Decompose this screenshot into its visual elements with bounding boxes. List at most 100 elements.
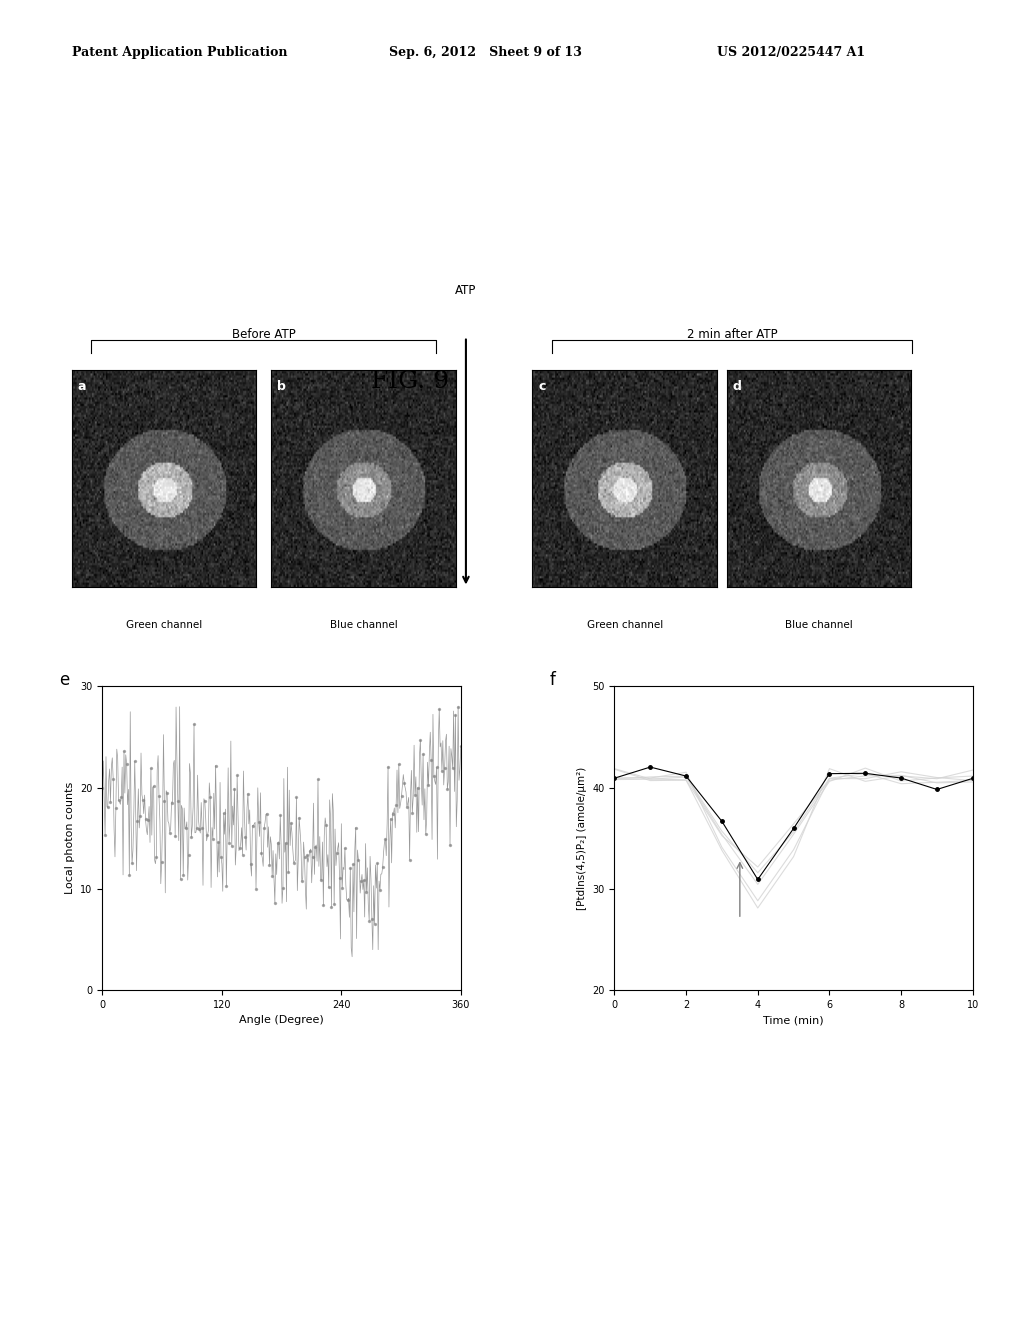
- Point: [447, 704, 464, 725]
- Point: [167, 826, 183, 847]
- Text: d: d: [732, 380, 741, 393]
- Point: [261, 854, 278, 875]
- Point: [367, 913, 383, 935]
- Point: [369, 853, 385, 874]
- Point: [337, 837, 353, 858]
- Point: [180, 845, 197, 866]
- Point: [119, 754, 135, 775]
- Point: [134, 789, 151, 810]
- Text: e: e: [59, 671, 70, 689]
- Point: [274, 878, 291, 899]
- Point: [398, 796, 415, 817]
- Point: [194, 817, 210, 838]
- Point: [353, 871, 370, 892]
- Point: [375, 857, 391, 878]
- Point: [205, 828, 221, 849]
- Point: [140, 809, 157, 830]
- Text: b: b: [276, 380, 286, 393]
- X-axis label: Angle (Degree): Angle (Degree): [240, 1015, 324, 1026]
- Point: [234, 843, 251, 865]
- Point: [423, 750, 439, 771]
- Point: [159, 783, 175, 804]
- Point: [326, 894, 342, 915]
- Point: [142, 758, 159, 779]
- Point: [310, 768, 327, 789]
- Point: [453, 735, 469, 756]
- Y-axis label: [PtdIns(4,5)P₂] (amole/μm²): [PtdIns(4,5)P₂] (amole/μm²): [577, 767, 587, 909]
- Text: FIG. 9: FIG. 9: [371, 370, 449, 392]
- Point: [380, 756, 396, 777]
- Point: [415, 743, 431, 764]
- Point: [269, 833, 286, 854]
- Point: [324, 896, 340, 917]
- Text: ATP: ATP: [456, 284, 476, 297]
- Text: Sep. 6, 2012   Sheet 9 of 13: Sep. 6, 2012 Sheet 9 of 13: [389, 46, 582, 59]
- Point: [345, 854, 361, 875]
- Point: [102, 791, 119, 812]
- Point: [361, 909, 378, 931]
- Point: [108, 797, 124, 818]
- Point: [213, 846, 229, 867]
- Point: [259, 803, 275, 824]
- Point: [302, 840, 318, 861]
- Point: [223, 836, 240, 857]
- Point: [329, 842, 345, 863]
- Point: [127, 751, 143, 772]
- Point: [151, 785, 167, 807]
- Point: [294, 871, 310, 892]
- Point: [240, 783, 256, 804]
- Point: [413, 730, 429, 751]
- Point: [121, 865, 137, 886]
- Text: Green channel: Green channel: [587, 620, 663, 631]
- Point: [111, 789, 127, 810]
- Point: [248, 878, 264, 899]
- Point: [137, 809, 154, 830]
- Point: [178, 817, 195, 838]
- Text: Before ATP: Before ATP: [231, 329, 296, 342]
- Point: [266, 892, 283, 913]
- Point: [231, 838, 248, 859]
- Point: [185, 714, 202, 735]
- Point: [237, 826, 253, 847]
- Point: [347, 817, 364, 838]
- Point: [315, 895, 332, 916]
- Point: [312, 870, 329, 891]
- Point: [304, 847, 321, 869]
- Point: [132, 805, 148, 826]
- Point: [215, 803, 231, 824]
- Point: [157, 791, 173, 812]
- Point: [407, 784, 423, 805]
- Text: c: c: [538, 380, 546, 393]
- Point: [272, 805, 289, 826]
- Text: Blue channel: Blue channel: [785, 620, 853, 631]
- Point: [317, 814, 334, 836]
- Point: [334, 878, 350, 899]
- X-axis label: Time (min): Time (min): [763, 1015, 824, 1026]
- Point: [286, 853, 302, 874]
- Point: [291, 807, 307, 828]
- Point: [385, 803, 401, 824]
- Point: [172, 869, 188, 890]
- Point: [401, 849, 418, 870]
- Point: [307, 837, 324, 858]
- Point: [229, 764, 246, 785]
- Point: [256, 817, 272, 838]
- Point: [426, 766, 442, 787]
- Text: Blue channel: Blue channel: [330, 620, 397, 631]
- Point: [105, 768, 122, 789]
- Point: [94, 777, 111, 799]
- Point: [358, 882, 375, 903]
- Point: [342, 857, 358, 878]
- Point: [191, 818, 208, 840]
- Text: a: a: [77, 380, 86, 393]
- Text: f: f: [550, 671, 556, 689]
- Text: Green channel: Green channel: [126, 620, 202, 631]
- Point: [183, 826, 200, 847]
- Point: [113, 787, 129, 808]
- Point: [251, 812, 267, 833]
- Point: [388, 795, 404, 816]
- Point: [218, 875, 234, 896]
- Point: [281, 862, 297, 883]
- Point: [124, 853, 140, 874]
- Point: [197, 791, 213, 812]
